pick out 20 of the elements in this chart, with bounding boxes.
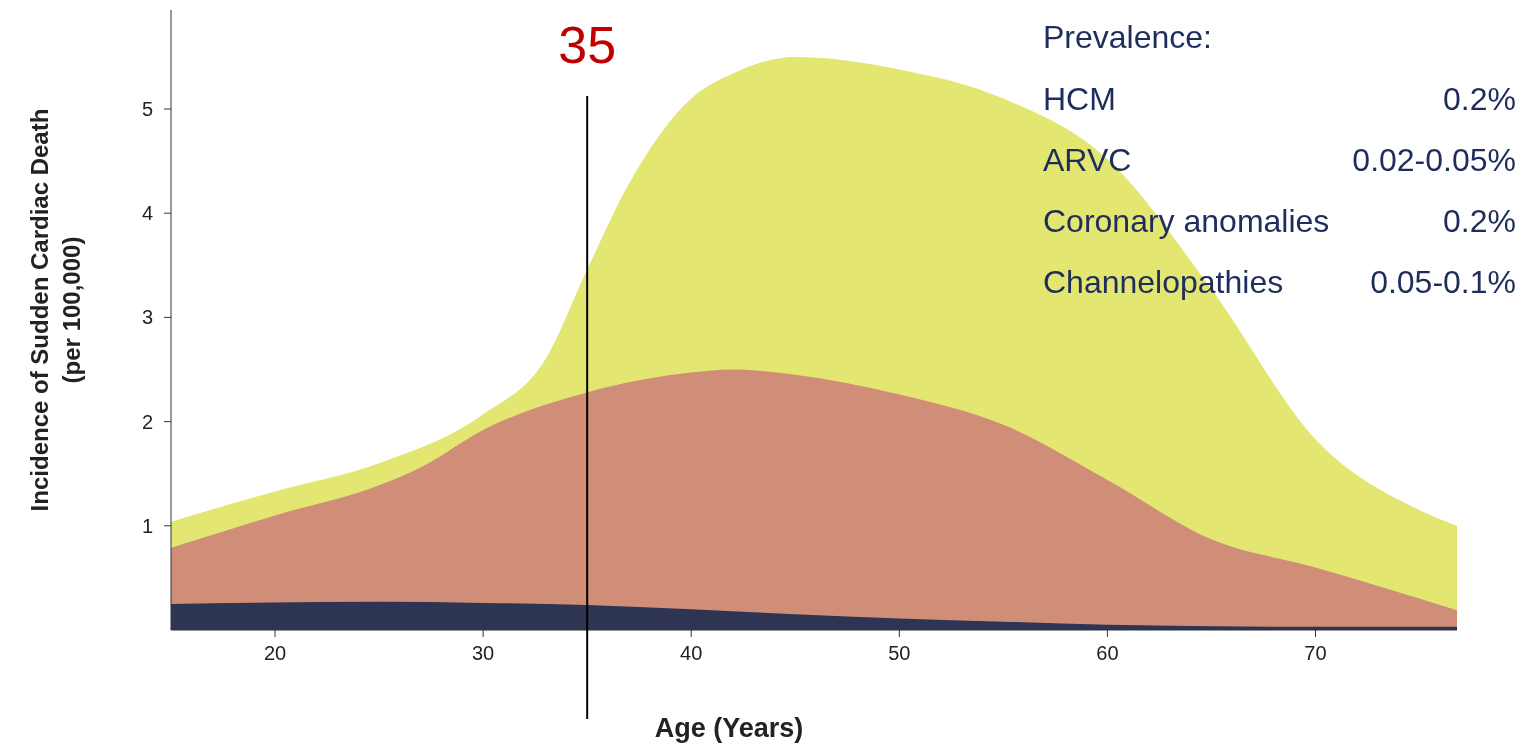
x-axis-title: Age (Years) (654, 713, 804, 743)
x-tick-label: 30 (472, 642, 495, 664)
x-tick-label: 50 (888, 642, 911, 664)
x-tick-label: 20 (263, 642, 287, 664)
y-axis-title: Incidence of Sudden Cardiac Death (per 100,000) (26, 108, 85, 512)
annotation: 0.05-0.1% (1370, 264, 1516, 300)
x-tick-label: 70 (1304, 642, 1327, 664)
annotation: HCM (1043, 81, 1116, 117)
x-tick-label: 40 (680, 642, 703, 664)
annotation: 0.2% (1443, 203, 1516, 239)
x-tick-label: 60 (1096, 642, 1119, 664)
ref-line-label: 35 (558, 16, 617, 74)
y-tick-label: 4 (141, 202, 153, 225)
annotation: Prevalence: (1043, 19, 1212, 55)
y-tick-label: 5 (141, 97, 153, 120)
annotation: 0.2% (1443, 81, 1516, 117)
y-tick-label: 2 (141, 410, 153, 433)
y-tick-label: 3 (141, 306, 153, 329)
y-tick-label: 1 (141, 514, 153, 537)
annotation: 0.02-0.05% (1352, 142, 1516, 178)
